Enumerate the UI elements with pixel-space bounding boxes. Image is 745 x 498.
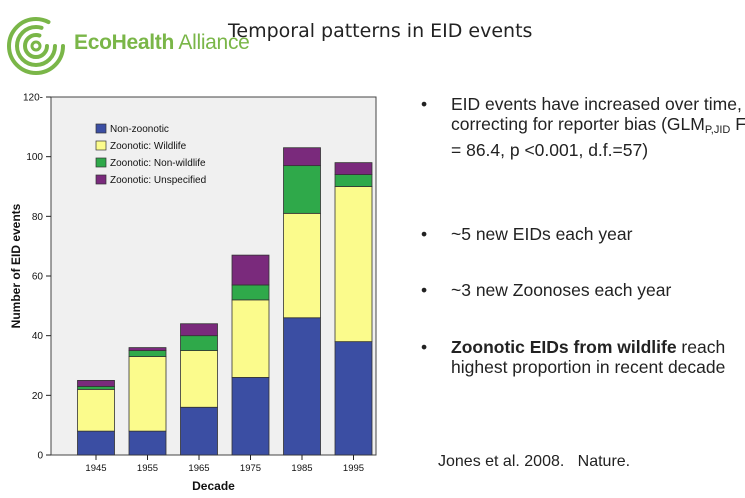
bar-segment [283, 317, 321, 456]
x-tick-label: 1965 [188, 463, 209, 474]
bar-segment [77, 430, 115, 456]
bar-segment [128, 350, 167, 357]
brand-name-light: Alliance [174, 31, 250, 54]
bar-segment [231, 284, 270, 301]
bar-segment [180, 323, 218, 337]
bullet-dot: • [421, 280, 428, 300]
bar-segment [334, 186, 373, 343]
bar-segment [283, 147, 321, 167]
ecohealth-alliance-logo [4, 14, 264, 75]
x-tick-label: 1945 [85, 463, 106, 474]
bar-segment [128, 347, 167, 351]
y-axis-title: Number of EID events [9, 203, 23, 328]
bar-segment [231, 377, 270, 456]
bar-segment [283, 212, 321, 319]
y-tick-label: 0 [37, 451, 43, 462]
legend-label: Zoonotic: Unspecified [110, 175, 206, 186]
bar-segment [334, 174, 373, 187]
x-tick-label: 1955 [137, 463, 158, 474]
brand-name-bold: EcoHealth [74, 31, 174, 54]
legend-swatch [95, 174, 107, 185]
bar-segment [231, 299, 270, 378]
bullet-dot: • [421, 337, 428, 357]
legend-swatch [95, 157, 107, 168]
x-tick-label: 1975 [240, 463, 261, 474]
bullet-dot: • [421, 224, 428, 244]
x-tick-label: 1995 [343, 463, 364, 474]
bar-segment [77, 380, 115, 387]
y-tick-label: 120- [23, 93, 43, 104]
bar-segment [334, 341, 373, 456]
legend-label: Zoonotic: Non-wildlife [110, 158, 206, 169]
spiral-logo-icon [7, 17, 65, 75]
bar-segment [334, 162, 373, 175]
citation: Jones et al. 2008. Nature. [438, 453, 631, 470]
x-tick-label: 1985 [291, 463, 312, 474]
y-tick-label: 100 [26, 152, 43, 163]
bar-segment [128, 356, 167, 432]
legend-label: Zoonotic: Wildlife [110, 141, 187, 152]
y-tick-label: 60 [32, 272, 44, 283]
bar-segment [283, 165, 321, 214]
bullet-text: EID events have increased over time, cor… [451, 94, 745, 160]
legend-label: Non-zoonotic [110, 124, 169, 135]
bar-segment [180, 335, 218, 351]
y-tick-label: 20 [32, 391, 44, 402]
y-tick-label: 40 [32, 331, 44, 342]
bullet-text: ~5 new EIDs each year [451, 224, 633, 244]
eid-events-stacked-bar-chart: 0 20 40 60 80 100 120- 1945 1955 1965 1975 1985 1995… [9, 93, 377, 493]
slide-title: Temporal patterns in EID events [228, 20, 533, 42]
bullet-dot: • [421, 94, 428, 114]
bar-segment [180, 350, 218, 408]
bullet-text: Zoonotic EIDs from wildlife reach highes… [451, 337, 726, 377]
brand-name: EcoHealth Alliance [74, 31, 250, 55]
bar-segment [77, 388, 115, 432]
bar-segment [231, 254, 270, 286]
y-tick-label: 80 [32, 212, 44, 223]
bar-segment [180, 406, 218, 456]
bar-segment [128, 430, 167, 456]
legend-swatch [95, 140, 107, 151]
bullet-text: ~3 new Zoonoses each year [451, 280, 672, 300]
bar-segment [77, 385, 115, 390]
x-axis-title: Decade [192, 479, 235, 493]
legend-swatch [95, 123, 107, 134]
